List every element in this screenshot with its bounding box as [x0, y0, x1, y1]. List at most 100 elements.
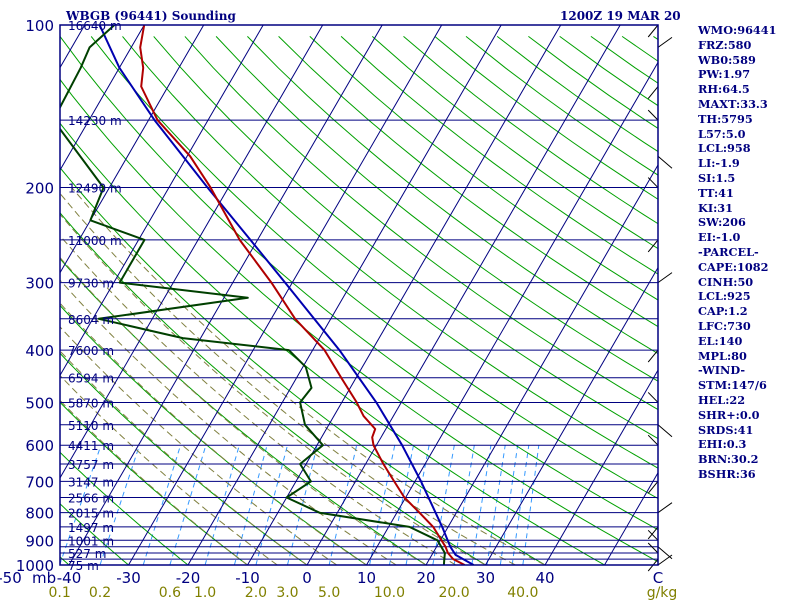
pressure-tick-label: 600 — [25, 437, 54, 455]
sounding-index: SRDS:41 — [698, 422, 754, 437]
sounding-index: STM:147/6 — [698, 378, 767, 393]
mixing-ratio-line — [369, 445, 396, 565]
isotherm-line — [60, 25, 324, 479]
sounding-index: MAXT:33.3 — [698, 96, 768, 111]
sounding-index: CAP:1.2 — [698, 304, 748, 319]
height-label: 11000 m — [68, 234, 122, 248]
isotherm-line — [425, 164, 658, 565]
dry-adiabat-line — [247, 36, 658, 355]
wind-barb — [657, 546, 673, 560]
sounding-index: LFC:730 — [698, 318, 751, 333]
mixing-ratio-tick-label: 5.0 — [318, 585, 340, 600]
mixing-ratio-line — [471, 445, 492, 565]
sounding-index: -PARCEL- — [698, 244, 759, 259]
sounding-index: RH:64.5 — [698, 82, 750, 97]
dry-adiabat-line — [215, 36, 658, 382]
temperature-tick-label: 10 — [357, 569, 376, 587]
height-label: 1497 m — [68, 521, 114, 535]
sounding-index: WMO:96441 — [698, 23, 777, 37]
wind-barb — [647, 177, 659, 188]
temperature-tick-label: 30 — [476, 569, 495, 587]
height-label: 6594 m — [68, 372, 114, 386]
moist-adiabat-line — [60, 326, 338, 565]
wind-barb — [647, 239, 659, 253]
height-label: 8604 m — [68, 313, 114, 327]
isotherm-line — [247, 25, 562, 565]
sounding-index: CINH:50 — [698, 274, 754, 289]
mixing-ratio-tick-label: 3.0 — [276, 585, 298, 600]
isotherm-line — [544, 369, 658, 565]
sounding-index: TT:41 — [698, 185, 734, 200]
mixing-ratio-tick-label: 2.0 — [245, 585, 267, 600]
isotherm-line — [0, 25, 25, 565]
temperature-tick-label: -30 — [116, 569, 141, 587]
isotherm-line — [128, 25, 443, 565]
mixing-ratio-tick-label: 0.2 — [89, 585, 111, 600]
mixing-ratio-axis-ticks: 0.1 0.2 0.6 1.0 2.0 3.0 5.0 10.0 20.0 40.0 g/kg — [48, 585, 677, 600]
sounding-index: LCL:958 — [698, 141, 751, 156]
sounding-indices-panel: WMO:96441 FRZ:580 WB0:589 PW:1.97 RH:64.5 MAX… — [698, 23, 798, 482]
wind-barbs — [647, 24, 673, 572]
height-label: 2015 m — [68, 507, 114, 521]
wind-barb — [657, 36, 673, 48]
mixing-ratio-line — [499, 445, 519, 565]
dry-adiabat-line — [340, 36, 658, 275]
wind-barb — [647, 529, 659, 541]
isotherm-line — [485, 266, 658, 565]
dewpoint-trace — [60, 25, 446, 565]
height-label: 3757 m — [68, 458, 114, 472]
sounding-index: -WIND- — [698, 363, 746, 378]
height-label: 1001 m — [68, 534, 114, 548]
temperature-tick-label: 0 — [302, 569, 312, 587]
pressure-tick-label: 400 — [25, 342, 54, 360]
dry-adiabat-line — [309, 36, 658, 301]
sounding-index: HEL:22 — [698, 392, 746, 407]
mixing-ratio-line — [522, 445, 540, 565]
wind-barb — [647, 526, 659, 540]
sounding-index: SHR+:0.0 — [698, 407, 760, 422]
temperature-tick-label: 40 — [535, 569, 554, 587]
pressure-tick-label: 800 — [25, 505, 54, 523]
wind-barb — [647, 24, 659, 38]
wind-barb — [657, 272, 673, 284]
height-label: 3147 m — [68, 475, 114, 489]
height-labels: 16640 m 14230 m 12490 m 11000 m 9730 m 8604 m… — [68, 19, 122, 573]
pressure-tick-label: 200 — [25, 180, 54, 198]
pressure-tick-label: 700 — [25, 473, 54, 491]
sounding-index: EHI:0.3 — [698, 437, 747, 452]
dry-adiabat-line — [60, 451, 189, 565]
mixing-ratio-line — [453, 445, 475, 565]
sounding-index: EI:-1.0 — [698, 230, 741, 245]
isotherm-line — [306, 25, 621, 565]
moist-adiabat-line — [60, 256, 427, 565]
temperature-unit-label: C — [653, 569, 663, 587]
temperature-trace — [139, 25, 466, 565]
mixing-ratio-line — [511, 445, 530, 565]
height-label: 5110 m — [68, 419, 114, 433]
mixing-ratio-line — [486, 445, 506, 565]
sounding-index: LI:-1.9 — [698, 156, 740, 171]
sounding-index: PW:1.97 — [698, 67, 751, 82]
parcel-trace — [98, 25, 475, 565]
sounding-time: 1200Z 19 MAR 20 — [560, 9, 681, 23]
dry-adiabat-line — [60, 78, 658, 563]
temperature-tick-label: -50 — [0, 569, 22, 587]
mixing-ratio-line — [169, 445, 207, 565]
dry-adiabat-line — [60, 503, 130, 565]
height-label: 12490 m — [68, 182, 122, 196]
mixing-ratio-line — [233, 445, 268, 565]
wind-barb — [657, 424, 673, 438]
mixing-ratio-line — [204, 445, 240, 565]
wind-barb — [647, 481, 659, 494]
dry-adiabat-line — [153, 36, 658, 440]
height-label: 5870 m — [68, 396, 114, 410]
sounding-index: LCL:925 — [698, 289, 751, 304]
wind-barb — [647, 434, 659, 446]
height-label: 2566 m — [68, 492, 114, 506]
sounding-index: EL:140 — [698, 333, 743, 348]
temperature-tick-label: -20 — [176, 569, 201, 587]
isotherm-line — [187, 25, 502, 565]
plot-area — [0, 25, 658, 565]
chart-title: WBGB (96441) Sounding — [66, 9, 236, 23]
